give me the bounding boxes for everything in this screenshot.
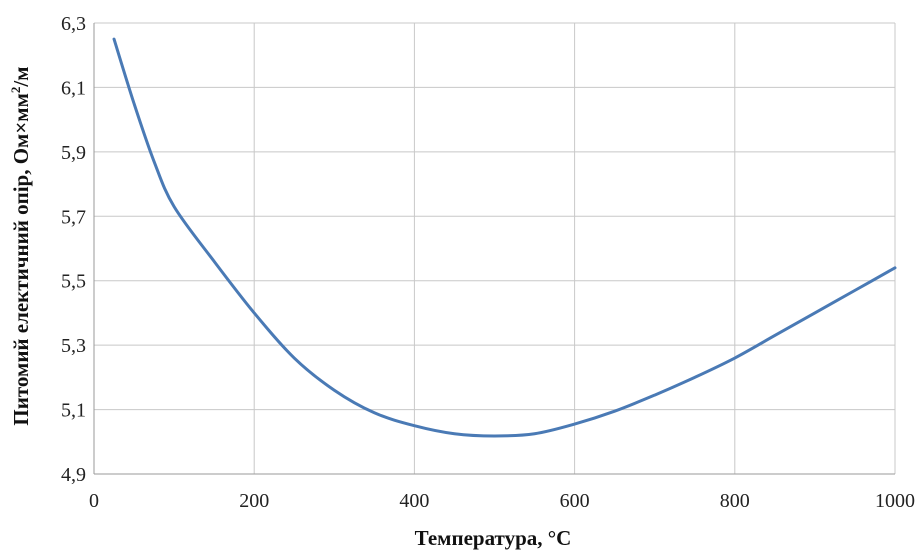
grid <box>93 22 896 475</box>
x-tick-label: 600 <box>560 490 590 512</box>
y-axis-title: Питомий електичний опір, Ом×мм2/м <box>8 66 33 425</box>
series-layer <box>112 37 897 438</box>
y-tick-label: 5,9 <box>61 142 86 164</box>
x-tick-label: 400 <box>399 490 429 512</box>
y-tick-label: 5,7 <box>61 206 86 228</box>
y-axis-title-main: Питомий електичний опір, Ом×мм <box>9 93 33 425</box>
x-tick-label: 800 <box>720 490 750 512</box>
x-tick-label: 1000 <box>875 490 915 512</box>
y-tick-label: 5,5 <box>61 271 86 293</box>
y-tick-label: 6,1 <box>61 77 86 99</box>
x-axis-ticks: 0 200 400 600 800 1000 <box>89 490 915 512</box>
y-tick-label: 5,3 <box>61 335 86 357</box>
y-axis-ticks: 4,9 5,1 5,3 5,5 5,7 5,9 6,1 6,3 <box>61 13 86 486</box>
x-tick-label: 200 <box>239 490 269 512</box>
y-axis-title-tail: /м <box>9 66 33 87</box>
y-tick-label: 5,1 <box>61 400 86 422</box>
x-axis-title: Температура, °С <box>415 526 572 550</box>
x-tick-label: 0 <box>89 490 99 512</box>
series-line <box>112 37 897 438</box>
y-tick-label: 6,3 <box>61 13 86 35</box>
y-axis-title-superscript: 2 <box>8 87 23 94</box>
y-tick-label: 4,9 <box>61 464 86 486</box>
